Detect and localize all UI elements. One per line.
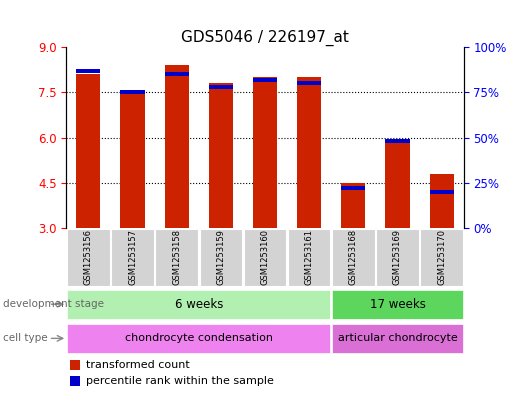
Text: GSM1253161: GSM1253161 [305,230,314,285]
FancyBboxPatch shape [420,229,463,286]
Text: development stage: development stage [3,299,104,309]
Bar [429,174,454,228]
Text: 17 weeks: 17 weeks [369,298,426,311]
FancyBboxPatch shape [376,229,419,286]
Bar [297,77,321,228]
FancyBboxPatch shape [244,229,286,286]
Text: GSM1253168: GSM1253168 [349,230,358,285]
FancyBboxPatch shape [200,229,242,286]
FancyBboxPatch shape [332,324,463,353]
Text: 6 weeks: 6 weeks [174,298,223,311]
Text: GSM1253169: GSM1253169 [393,230,402,285]
Bar [70,360,80,370]
Bar [297,81,321,85]
Bar [120,92,145,228]
FancyBboxPatch shape [67,290,330,319]
Bar [253,78,277,82]
Text: chondrocyte condensation: chondrocyte condensation [125,333,273,343]
Bar [164,65,189,228]
Bar [209,85,233,89]
Text: GSM1253160: GSM1253160 [261,230,269,285]
FancyBboxPatch shape [111,229,154,286]
Text: transformed count: transformed count [86,360,190,370]
Text: percentile rank within the sample: percentile rank within the sample [86,376,274,386]
FancyBboxPatch shape [155,229,198,286]
FancyBboxPatch shape [332,290,463,319]
Bar [253,77,277,228]
Bar [385,139,410,143]
Bar [429,190,454,194]
FancyBboxPatch shape [67,324,330,353]
Text: GSM1253158: GSM1253158 [172,230,181,285]
Bar [164,72,189,76]
Bar [209,83,233,228]
Bar [76,74,101,228]
FancyBboxPatch shape [288,229,330,286]
Bar [341,183,366,228]
FancyBboxPatch shape [332,229,375,286]
Text: GSM1253156: GSM1253156 [84,230,93,285]
FancyBboxPatch shape [67,229,110,286]
Text: GSM1253157: GSM1253157 [128,230,137,285]
Bar [385,141,410,228]
Text: GSM1253170: GSM1253170 [437,230,446,285]
Bar [70,376,80,386]
Title: GDS5046 / 226197_at: GDS5046 / 226197_at [181,29,349,46]
Text: cell type: cell type [3,333,47,343]
Text: articular chondrocyte: articular chondrocyte [338,333,457,343]
Text: GSM1253159: GSM1253159 [216,230,225,285]
Bar [341,186,366,190]
Bar [76,69,101,73]
Bar [120,90,145,94]
